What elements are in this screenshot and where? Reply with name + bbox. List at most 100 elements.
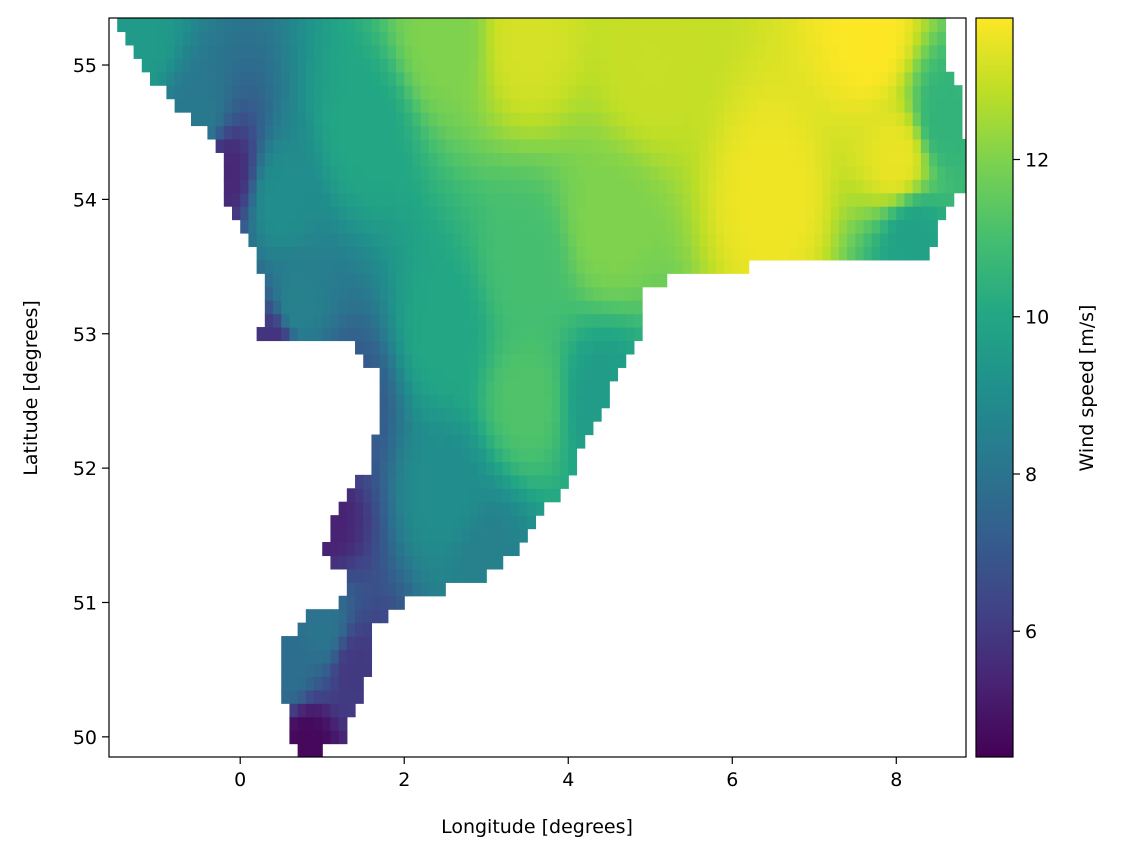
heatmap-cell — [346, 488, 356, 503]
heatmap-cell — [797, 98, 807, 113]
heatmap-cell — [642, 259, 651, 274]
heatmap-cell — [486, 44, 496, 59]
heatmap-cell — [502, 286, 512, 301]
heatmap-cell — [478, 568, 487, 583]
heatmap-cell — [264, 125, 274, 140]
heatmap-cell — [420, 232, 430, 248]
heatmap-cell — [281, 232, 291, 248]
heatmap-cell — [297, 286, 307, 301]
heatmap-cell — [486, 138, 496, 153]
heatmap-cell — [478, 152, 487, 167]
heatmap-cell — [355, 125, 364, 140]
heatmap-cell — [691, 232, 701, 248]
heatmap-cell — [346, 259, 356, 274]
heatmap-cell — [330, 125, 340, 140]
heatmap-cell — [453, 327, 463, 342]
heatmap-cell — [469, 44, 479, 59]
heatmap-cell — [617, 31, 627, 46]
heatmap-cell — [396, 273, 405, 288]
heatmap-cell — [453, 31, 463, 46]
heatmap-cell — [478, 434, 487, 449]
heatmap-cell — [535, 165, 545, 180]
heatmap-cell — [609, 98, 619, 113]
heatmap-cell — [715, 71, 725, 86]
heatmap-cell — [379, 595, 389, 610]
heatmap-cell — [182, 58, 192, 73]
heatmap-cell — [683, 31, 692, 46]
heatmap-cell — [560, 219, 569, 234]
heatmap-cell — [937, 179, 947, 194]
heatmap-cell — [650, 259, 660, 274]
heatmap-cell — [543, 232, 553, 248]
heatmap-cell — [617, 18, 627, 33]
heatmap-cell — [658, 206, 668, 221]
heatmap-cell — [363, 152, 373, 167]
heatmap-cell — [609, 232, 619, 248]
heatmap-cell — [412, 515, 422, 530]
heatmap-cell — [756, 44, 766, 59]
heatmap-cell — [322, 246, 332, 261]
heatmap-cell — [420, 179, 430, 194]
heatmap-cell — [592, 300, 602, 315]
heatmap-cell — [715, 85, 725, 100]
heatmap-cell — [428, 18, 438, 33]
heatmap-cell — [273, 98, 282, 113]
heatmap-cell — [715, 44, 725, 59]
heatmap-cell — [715, 18, 725, 33]
heatmap-cell — [510, 44, 520, 59]
heatmap-cell — [855, 85, 865, 100]
heatmap-cell — [420, 112, 430, 127]
heatmap-cell — [781, 232, 791, 248]
heatmap-cell — [363, 112, 373, 127]
heatmap-cell — [150, 44, 159, 59]
heatmap-cell — [387, 528, 397, 543]
heatmap-cell — [174, 71, 184, 86]
heatmap-cell — [519, 18, 528, 33]
heatmap-cell — [396, 31, 405, 46]
heatmap-cell — [830, 138, 840, 153]
heatmap-cell — [748, 192, 758, 207]
heatmap-cell — [445, 474, 455, 489]
heatmap-cell — [486, 353, 496, 368]
heatmap-cell — [560, 125, 569, 140]
heatmap-cell — [879, 206, 889, 221]
heatmap-cell — [871, 125, 881, 140]
heatmap-cell — [724, 44, 733, 59]
heatmap-cell — [314, 232, 323, 248]
heatmap-cell — [658, 152, 668, 167]
heatmap-cell — [404, 501, 414, 516]
heatmap-cell — [363, 622, 373, 637]
heatmap-cell — [428, 434, 438, 449]
heatmap-cell — [601, 192, 610, 207]
heatmap-cell — [666, 138, 676, 153]
heatmap-cell — [371, 582, 381, 597]
heatmap-cell — [756, 152, 766, 167]
heatmap-cell — [469, 542, 479, 557]
heatmap-cell — [929, 192, 938, 207]
heatmap-cell — [322, 716, 332, 731]
heatmap-cell — [453, 152, 463, 167]
heatmap-cell — [527, 327, 537, 342]
heatmap-cell — [838, 179, 848, 194]
heatmap-cell — [527, 421, 537, 436]
heatmap-cell — [584, 353, 594, 368]
heatmap-cell — [428, 165, 438, 180]
heatmap-cell — [281, 31, 291, 46]
heatmap-cell — [584, 58, 594, 73]
heatmap-cell — [740, 71, 750, 86]
heatmap-cell — [609, 206, 619, 221]
heatmap-cell — [789, 125, 799, 140]
heatmap-cell — [871, 232, 881, 248]
heatmap-cell — [888, 18, 897, 33]
heatmap-cell — [888, 219, 897, 234]
heatmap-cell — [469, 407, 479, 422]
heatmap-cell — [707, 246, 717, 261]
heatmap-cell — [494, 98, 504, 113]
heatmap-cell — [724, 165, 733, 180]
heatmap-cell — [896, 192, 906, 207]
heatmap-cell — [428, 98, 438, 113]
heatmap-cell — [904, 232, 914, 248]
heatmap-cell — [822, 246, 832, 261]
heatmap-cell — [256, 18, 266, 33]
